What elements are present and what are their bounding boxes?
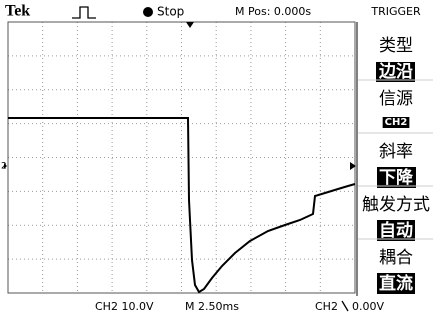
menu-value: 边沿 [378, 62, 413, 82]
menu-value: 下降 [379, 167, 414, 188]
time-scale: M 2.50ms [185, 300, 239, 313]
menu-label: 斜率 [379, 142, 413, 162]
menu-value: 直流 [379, 273, 413, 294]
menu-value: 自动 [379, 220, 413, 241]
run-state: Stop [157, 5, 184, 19]
trigger-source: CH2 [315, 300, 338, 313]
channel-scale: CH2 10.0V [95, 300, 154, 313]
scope-screen: Tek Stop M Pos: 0.000s TRIGGER 2 类型边沿信源C… [0, 0, 433, 325]
menu-label: 信源 [379, 89, 413, 109]
brand: Tek [5, 3, 30, 20]
menu-label: 类型 [379, 36, 413, 56]
menu-label: 触发方式 [362, 195, 430, 215]
run-icon [143, 7, 153, 17]
menu-value: CH2 [385, 117, 408, 128]
menu-label: 耦合 [379, 248, 413, 268]
menu-title: TRIGGER [370, 5, 421, 18]
trigger-level: 0.00V [352, 300, 384, 313]
position: M Pos: 0.000s [235, 5, 311, 18]
